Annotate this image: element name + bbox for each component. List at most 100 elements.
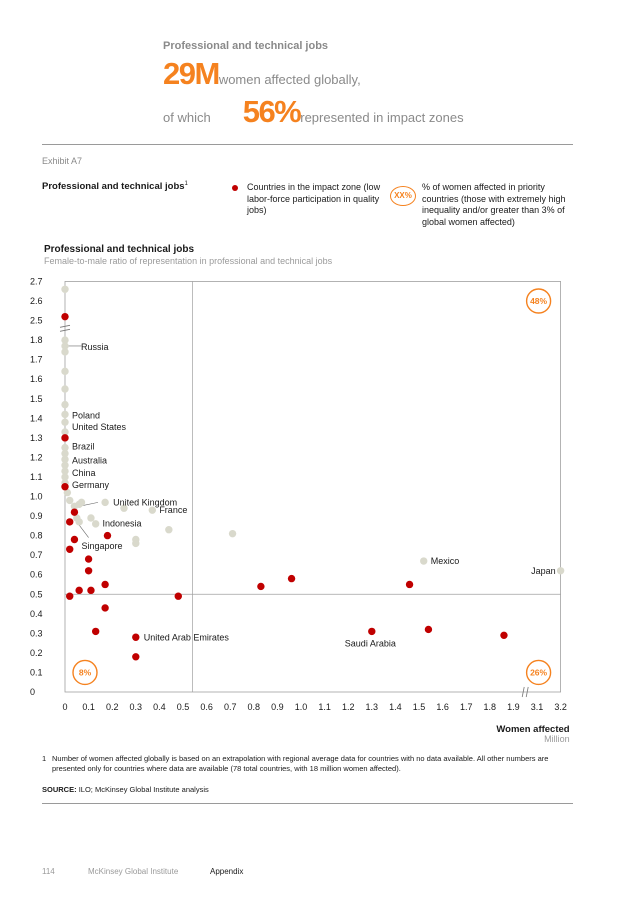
source-label: SOURCE: bbox=[42, 785, 77, 794]
x-tick-label: 1.5 bbox=[413, 702, 426, 712]
impact-zone-percent: 56% bbox=[242, 94, 302, 129]
y-tick-label: 0.3 bbox=[30, 628, 43, 638]
country-label: Saudi Arabia bbox=[345, 638, 396, 648]
impact-zone-point bbox=[61, 312, 69, 321]
country-label: Australia bbox=[72, 455, 107, 465]
headline-stat-2: of which 56%represented in impact zones bbox=[163, 94, 464, 130]
country-point bbox=[148, 506, 157, 514]
country-label: China bbox=[72, 468, 96, 478]
x-axis-break-mark bbox=[521, 686, 525, 698]
footer-page-number: 114 bbox=[42, 867, 55, 876]
chart-subtitle: Female-to-male ratio of representation i… bbox=[44, 256, 333, 266]
impact-zone-point bbox=[70, 535, 79, 544]
country-label: United Arab Emirates bbox=[144, 632, 230, 642]
percent-badge-circle bbox=[72, 659, 98, 686]
y-tick-label: 0.5 bbox=[30, 589, 43, 599]
x-tick-label: 3.2 bbox=[554, 702, 567, 712]
x-tick-label: 1.4 bbox=[389, 702, 402, 712]
impact-zone-point bbox=[66, 545, 74, 553]
x-tick-label: 0.3 bbox=[130, 702, 143, 712]
country-label: Singapore bbox=[81, 541, 122, 551]
y-tick-label: 2.7 bbox=[30, 276, 43, 286]
impact-prefix-text: of which bbox=[163, 110, 211, 125]
y-tick-label: 0.1 bbox=[30, 667, 43, 677]
country-point bbox=[61, 342, 69, 350]
x-tick-label: 1.9 bbox=[507, 702, 520, 712]
x-axis-label: Women affected bbox=[496, 724, 569, 735]
country-point bbox=[61, 385, 69, 393]
y-tick-label: 2.5 bbox=[30, 316, 43, 326]
country-point bbox=[87, 514, 95, 522]
impact-zone-point bbox=[287, 574, 296, 583]
x-tick-label: 0.7 bbox=[224, 702, 237, 712]
country-point bbox=[61, 467, 69, 475]
x-tick-label: 1.6 bbox=[436, 702, 449, 712]
country-label: France bbox=[159, 505, 187, 515]
country-point bbox=[61, 410, 69, 419]
bottom-divider bbox=[42, 803, 573, 804]
percent-badge-text: 48% bbox=[530, 296, 547, 306]
source-note: SOURCE: ILO; McKinsey Global Institute a… bbox=[42, 785, 209, 794]
impact-zone-point bbox=[500, 631, 508, 640]
country-point bbox=[61, 367, 69, 376]
impact-zone-point bbox=[70, 508, 79, 516]
country-label: United Kingdom bbox=[113, 497, 177, 507]
x-tick-label: 0.2 bbox=[106, 702, 119, 712]
country-label: Indonesia bbox=[102, 519, 141, 529]
country-point bbox=[61, 285, 69, 293]
exhibit-title: Professional and technical jobs1 bbox=[42, 181, 188, 192]
country-label: Brazil bbox=[72, 442, 95, 452]
country-point bbox=[91, 520, 100, 528]
impact-zone-point bbox=[66, 518, 74, 526]
y-tick-label: 0.4 bbox=[30, 609, 43, 619]
y-axis-break-mark bbox=[59, 328, 71, 332]
country-label: Japan bbox=[531, 566, 556, 576]
country-point bbox=[61, 348, 69, 356]
y-tick-label: 0.8 bbox=[30, 531, 43, 541]
country-point bbox=[420, 557, 428, 565]
x-tick-label: 0.1 bbox=[82, 702, 95, 712]
source-text: ILO; McKinsey Global Institute analysis bbox=[78, 785, 209, 794]
y-tick-label: 0.6 bbox=[30, 570, 43, 580]
footer-section: Appendix bbox=[210, 867, 244, 876]
x-tick-label: 1.0 bbox=[295, 702, 308, 712]
y-tick-label: 0.7 bbox=[30, 550, 43, 560]
impact-zone-point bbox=[87, 586, 95, 595]
country-point bbox=[61, 418, 69, 426]
impact-zone-point bbox=[101, 580, 109, 589]
y-tick-label: 0.9 bbox=[30, 511, 43, 521]
country-point bbox=[165, 526, 173, 534]
x-tick-label: 1.7 bbox=[460, 702, 473, 712]
women-affected-number: 29M bbox=[163, 56, 220, 91]
y-tick-label: 1.7 bbox=[30, 355, 43, 365]
country-point bbox=[228, 529, 237, 538]
impact-zone-point bbox=[132, 633, 140, 641]
country-point bbox=[61, 400, 69, 409]
x-tick-label: 0.9 bbox=[271, 702, 284, 712]
y-tick-label: 2.6 bbox=[30, 296, 43, 306]
legend-percent-badge: XX% bbox=[390, 186, 416, 206]
impact-zone-point bbox=[132, 653, 140, 661]
x-tick-label: 0.8 bbox=[248, 702, 261, 712]
country-point bbox=[61, 449, 69, 458]
y-axis-break-mark bbox=[59, 324, 71, 328]
country-point bbox=[61, 443, 69, 452]
impact-zone-point bbox=[101, 604, 109, 612]
impact-zone-text: represented in impact zones bbox=[300, 110, 464, 125]
headline-stat-1: 29Mwomen affected globally, bbox=[163, 56, 361, 92]
percent-badge-text: 8% bbox=[79, 667, 92, 677]
country-label: Poland bbox=[72, 410, 100, 420]
x-tick-label: 1.1 bbox=[318, 702, 331, 712]
country-point bbox=[61, 473, 69, 481]
footnote-text: Number of women affected globally is bas… bbox=[52, 754, 549, 773]
footer-organization: McKinsey Global Institute bbox=[88, 867, 179, 876]
impact-zone-point bbox=[405, 580, 414, 589]
x-tick-label: 1.3 bbox=[366, 702, 379, 712]
country-label: Mexico bbox=[431, 556, 460, 566]
impact-zone-point bbox=[66, 592, 74, 600]
impact-zone-point bbox=[424, 625, 433, 634]
footnote-number: 1 bbox=[42, 754, 47, 763]
exhibit-label: Exhibit A7 bbox=[42, 156, 83, 166]
y-tick-label: 1.0 bbox=[30, 492, 43, 502]
country-label: Russia bbox=[81, 342, 109, 352]
